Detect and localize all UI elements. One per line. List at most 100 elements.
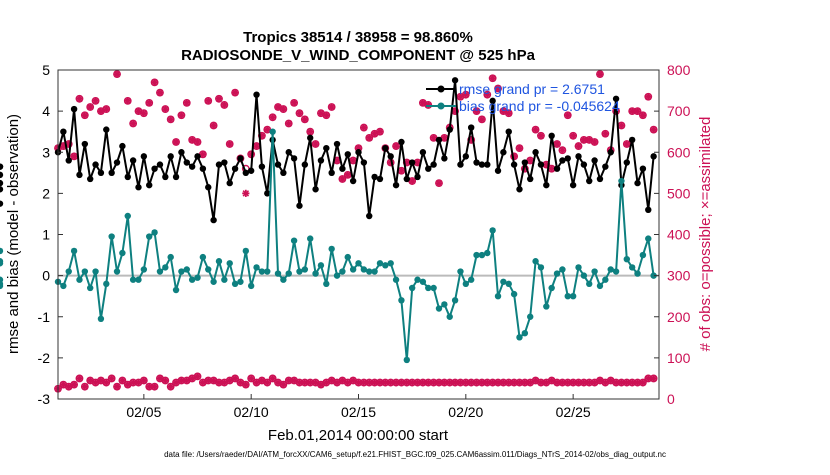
rmse-point [103, 126, 110, 133]
bias-point [376, 260, 384, 267]
obs-assimilated-marker [601, 130, 609, 138]
obs-assimilated-low-marker [424, 378, 432, 387]
obs-assimilated-low-marker-bar-d2 [484, 379, 491, 386]
rmse-point [151, 165, 158, 172]
obs-assimilated-marker [424, 101, 432, 109]
rmse-point [527, 175, 534, 183]
rmse-point [543, 181, 550, 189]
y2-tick-label: 500 [667, 185, 691, 201]
obs-assimilated-low-marker-bar-d2 [162, 377, 169, 384]
obs-assimilated-marker [263, 126, 271, 134]
x-tick-label: 02/10 [234, 404, 269, 420]
obs-assimilated-marker [376, 128, 384, 136]
obs-assimilated-low-marker-bar-d2 [360, 379, 368, 386]
obs-assimilated-marker-bar-d2 [269, 114, 276, 121]
obs-assimilated-low-marker-bar-d2 [489, 379, 496, 386]
obs-assimilated-marker [113, 70, 121, 78]
rmse-point [221, 159, 228, 166]
obs-assimilated-low-marker-bar-d2 [623, 379, 631, 386]
bias-point [264, 268, 271, 275]
obs-assimilated-low-marker [489, 378, 497, 387]
obs-assimilated-marker [306, 128, 314, 136]
obs-assimilated-low-marker [113, 383, 121, 391]
obs-assimilated-low-marker-bar-d2 [151, 383, 158, 390]
obs-assimilated-marker [150, 78, 159, 86]
obs-assimilated-marker [91, 97, 100, 105]
obs-assimilated-low-marker [247, 374, 255, 383]
obs-assimilated-marker-bar-d2 [70, 153, 78, 160]
rmse-point [639, 165, 647, 172]
rmse-point [328, 169, 335, 177]
obs-assimilated-low-marker-bar-d2 [301, 379, 309, 386]
obs-assimilated-low-marker-bar-d2 [86, 377, 94, 384]
obs-assimilated-marker [204, 97, 212, 105]
obs-assimilated-low-marker-bar-d2 [205, 377, 212, 384]
obs-assimilated-low-marker-bar-d2 [473, 379, 480, 386]
bias-point [569, 292, 577, 300]
obs-assimilated-marker-bar-d2 [478, 116, 486, 123]
obs-assimilated-low-marker-bar-d2 [398, 379, 405, 386]
rmse-point [0, 179, 4, 187]
obs-count-layer [54, 70, 658, 393]
rmse-point [285, 149, 292, 156]
bias-point [387, 260, 394, 267]
bias-point [70, 247, 78, 255]
obs-assimilated-marker-bar-d2 [178, 112, 185, 119]
chart-title: Tropics 38514 / 38958 = 98.860% [243, 29, 473, 46]
rmse-point [441, 155, 448, 162]
bias-point [237, 278, 244, 285]
obs-assimilated-marker-bar-d2 [575, 142, 582, 150]
rmse-point [108, 169, 115, 177]
bias-point [307, 235, 314, 242]
obs-assimilated-low-marker-bar-d2 [414, 379, 421, 386]
bias-point [178, 268, 185, 275]
obs-assimilated-marker [435, 179, 443, 187]
rmse-point [612, 95, 620, 102]
rmse-point [205, 184, 212, 191]
bias-point [0, 258, 4, 265]
y-tick-label: -1 [38, 309, 51, 325]
rmse-point [521, 159, 529, 166]
obs-assimilated-marker [242, 189, 250, 197]
rmse-point [553, 165, 561, 172]
rmse-point [247, 167, 255, 174]
obs-assimilated-marker-bar-d2 [242, 190, 250, 197]
y-tick-label: 0 [42, 268, 50, 284]
obs-assimilated-low-marker-bar-d2 [564, 379, 572, 386]
y2-tick-label: 800 [667, 62, 691, 78]
bias-point [602, 276, 609, 283]
rmse-point [607, 149, 614, 156]
rmse-point [339, 165, 346, 172]
obs-assimilated-low-marker [279, 381, 287, 389]
obs-assimilated-low-marker-bar-d2 [569, 379, 577, 386]
rmse-point [76, 171, 83, 179]
obs-assimilated-low-marker-bar-d2 [349, 377, 357, 384]
rmse-point [569, 181, 577, 189]
obs-assimilated-low-marker-bar-d2 [419, 379, 427, 386]
obs-assimilated-low-marker-bar-d2 [500, 379, 507, 386]
obs-assimilated-marker-bar-d2 [113, 70, 121, 78]
obs-assimilated-low-marker [360, 378, 368, 387]
obs-assimilated-marker [558, 146, 567, 154]
bias-point [269, 128, 276, 135]
legend-bias-marker [437, 102, 445, 110]
rmse-point [580, 161, 588, 168]
obs-assimilated-marker [140, 109, 148, 117]
bias-point [371, 268, 378, 275]
obs-assimilated-marker [440, 134, 448, 142]
rmse-point [602, 163, 609, 170]
bias-point [0, 276, 4, 283]
bias-point [580, 272, 588, 279]
rmse-point [478, 161, 486, 168]
bias-point [612, 268, 620, 275]
bias-point [210, 278, 217, 285]
obs-assimilated-low-marker-bar-d2 [467, 379, 475, 386]
rmse-point [215, 161, 223, 168]
obs-assimilated-marker [537, 132, 545, 140]
obs-assimilated-marker [102, 105, 110, 113]
tick-layer: -3 -2 -1 0 1 2 3 4 5 0 100 200 300 400 500 600 700 800 02/… [38, 62, 691, 420]
rmse-point [312, 186, 319, 193]
obs-assimilated-marker-bar-d2 [135, 107, 142, 115]
obs-assimilated-marker [193, 138, 202, 146]
